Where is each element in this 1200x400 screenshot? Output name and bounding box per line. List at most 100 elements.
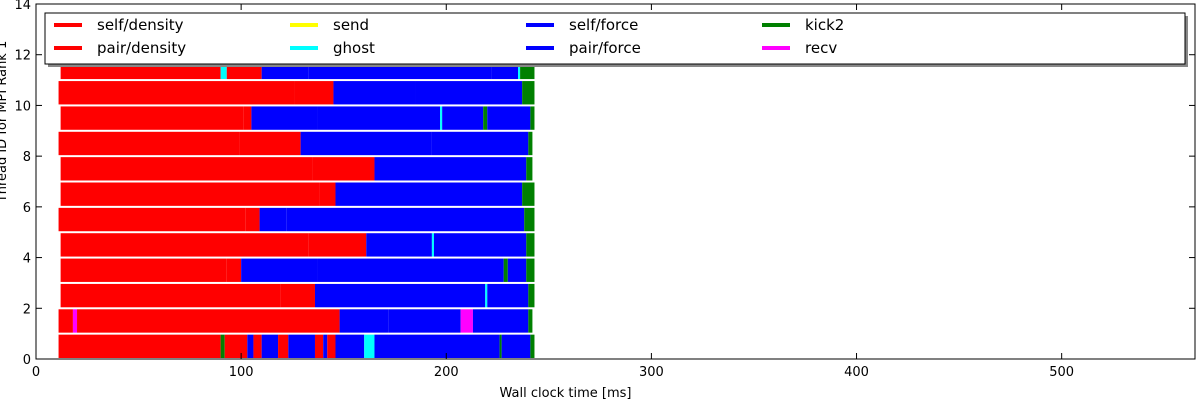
- bar-segment-thread-3-pair-force: [317, 258, 504, 282]
- legend-label: send: [333, 16, 369, 34]
- bar-segment-thread-0-pair-force: [374, 334, 500, 358]
- bar-segment-thread-2-kick2: [528, 283, 535, 308]
- bar-segment-thread-6-kick2: [522, 182, 535, 206]
- bar-segment-thread-5-kick2: [524, 207, 535, 232]
- bar-segment-thread-0-pair-density: [327, 334, 336, 358]
- bar-segment-thread-11-ghost: [220, 55, 227, 80]
- bar-segment-thread-8-pair-force: [431, 131, 529, 156]
- bar-segment-thread-9-pair-force: [442, 106, 484, 130]
- bar-segment-thread-7-kick2: [526, 157, 533, 181]
- bar-segment-thread-0-pair-force: [335, 334, 365, 358]
- bar-segment-thread-1-recv: [72, 309, 78, 333]
- y-tick-label: 8: [23, 150, 31, 165]
- bar-segment-thread-4-pair-force: [366, 233, 432, 257]
- bar-segment-thread-0-pair-force: [247, 334, 254, 358]
- bar-segment-thread-1-pair-density: [77, 309, 340, 333]
- bar-segment-thread-9-self-force: [317, 106, 441, 130]
- y-tick-label: 2: [23, 302, 31, 317]
- bar-segment-thread-0-pair-density: [314, 334, 324, 358]
- bar-segment-thread-8-self-force: [300, 131, 432, 156]
- bar-segment-thread-4-ghost: [431, 233, 434, 257]
- y-tick-label: 12: [14, 49, 31, 64]
- bar-segment-thread-0-self-density: [58, 334, 221, 358]
- legend: self/density pair/density send ghost self/fo…: [44, 12, 1188, 67]
- bar-segment-thread-4-pair-density: [308, 233, 367, 257]
- legend-label: self/density: [97, 16, 184, 34]
- bar-segment-thread-10-pair-density: [294, 81, 334, 105]
- bar-segment-thread-1-pair-force: [339, 309, 389, 333]
- bar-segment-thread-0-pair-density: [224, 334, 248, 358]
- bar-segment-thread-2-pair-force: [314, 283, 486, 308]
- bar-segment-thread-2-pair-force: [487, 283, 529, 308]
- bar-segment-thread-0-kick2: [530, 334, 535, 358]
- bar-segment-thread-5-self-density: [58, 207, 246, 232]
- bar-segment-thread-11-ghost: [518, 55, 521, 80]
- bar-segment-thread-4-pair-force: [433, 233, 527, 257]
- bar-segment-thread-5-pair-density: [245, 207, 260, 232]
- bar-segment-thread-3-self-force: [241, 258, 318, 282]
- bar-segment-thread-0-kick2: [220, 334, 225, 358]
- bar-segment-thread-5-pair-force: [259, 207, 287, 232]
- legend-label: ghost: [333, 39, 375, 57]
- y-tick-label: 6: [23, 201, 31, 216]
- bar-segment-thread-1-recv: [460, 309, 473, 333]
- bar-segment-thread-4-self-density: [60, 233, 309, 257]
- bar-segment-thread-4-kick2: [526, 233, 535, 257]
- bar-segment-thread-9-kick2: [483, 106, 488, 130]
- bar-segment-thread-0-pair-force: [323, 334, 328, 358]
- bar-segment-thread-9-pair-force: [487, 106, 531, 130]
- y-tick-label: 10: [14, 99, 31, 114]
- x-tick-label: 300: [639, 365, 664, 380]
- bar-segment-thread-8-self-density: [58, 131, 240, 156]
- bar-segment-thread-6-pair-density: [319, 182, 336, 206]
- y-tick-label: 4: [23, 252, 31, 267]
- bar-segment-thread-1-self-density: [58, 309, 73, 333]
- bar-segment-thread-8-kick2: [528, 131, 533, 156]
- bar-segment-thread-0-ghost: [364, 334, 375, 358]
- bar-segment-thread-9-pair-density: [243, 106, 252, 130]
- bar-segment-thread-6-self-density: [60, 182, 320, 206]
- bar-segment-thread-9-pair-force: [251, 106, 318, 130]
- bars-layer: [58, 55, 535, 358]
- bar-segment-thread-0-pair-force: [501, 334, 531, 358]
- bar-segment-thread-3-pair-force: [507, 258, 527, 282]
- bar-segment-thread-2-self-density: [60, 283, 281, 308]
- x-tick-label: 400: [844, 365, 869, 380]
- x-axis-label: Wall clock time [ms]: [500, 386, 632, 400]
- bar-segment-thread-3-pair-density: [226, 258, 242, 282]
- bar-segment-thread-3-kick2: [526, 258, 535, 282]
- y-tick-label: 0: [23, 353, 31, 368]
- legend-label: recv: [805, 39, 837, 57]
- bar-segment-thread-1-kick2: [528, 309, 533, 333]
- bar-segment-thread-10-kick2: [522, 81, 535, 105]
- bar-segment-thread-5-self-force: [286, 207, 525, 232]
- bar-segment-thread-1-pair-force: [472, 309, 529, 333]
- bar-segment-thread-9-kick2: [530, 106, 535, 130]
- bar-segment-thread-7-pair-force: [374, 157, 527, 181]
- bar-segment-thread-9-self-density: [60, 106, 244, 130]
- y-axis-label: Thread ID for MPI Rank 1: [0, 41, 10, 203]
- axes-frame: [35, 3, 1196, 360]
- legend-label: kick2: [805, 16, 844, 34]
- bar-segment-thread-7-self-density: [60, 157, 313, 181]
- bar-segment-thread-0-pair-force: [261, 334, 279, 358]
- bar-segment-thread-10-self-density: [58, 81, 295, 105]
- bar-segment-thread-7-pair-density: [312, 157, 375, 181]
- bar-segment-thread-0-pair-density: [253, 334, 262, 358]
- bar-segment-thread-2-ghost: [485, 283, 488, 308]
- bar-segment-thread-6-pair-force: [335, 182, 523, 206]
- bar-segment-thread-3-self-density: [60, 258, 227, 282]
- bar-segment-thread-9-ghost: [440, 106, 443, 130]
- x-tick-label: 500: [1049, 365, 1074, 380]
- bar-segment-thread-1-self-force: [388, 309, 461, 333]
- ticks-layer: 0 100 200 300 400 500 0 2 4 6 8 10 12 14: [14, 0, 1195, 380]
- legend-label: pair/density: [97, 39, 186, 57]
- bar-segment-thread-3-kick2: [503, 258, 508, 282]
- y-tick-label: 14: [14, 0, 31, 13]
- bar-segment-thread-2-pair-density: [280, 283, 315, 308]
- bar-segment-thread-8-pair-density: [239, 131, 301, 156]
- legend-label: pair/force: [569, 39, 641, 57]
- bar-segment-thread-0-pair-force: [288, 334, 315, 358]
- bar-segment-thread-0-kick2: [499, 334, 502, 358]
